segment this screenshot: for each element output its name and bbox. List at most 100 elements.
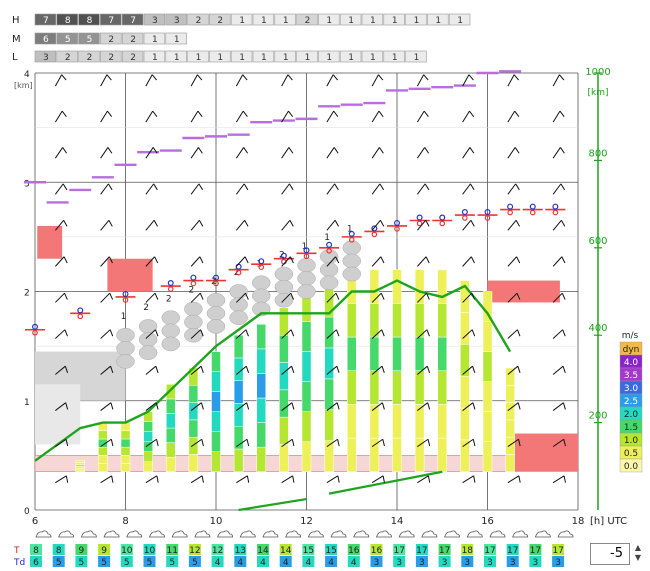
cloud-icon [353, 530, 370, 538]
thermal-column-segment [301, 321, 312, 352]
cumulus-cloud [342, 266, 361, 282]
legend-label: 4.0 [624, 358, 639, 368]
thermal-column-segment [392, 336, 402, 371]
value-cell [347, 556, 360, 567]
value-cell [347, 544, 360, 555]
wind-barb-flag [200, 329, 204, 337]
cumulus-cloud [297, 284, 316, 299]
wind-barb-flag [424, 183, 430, 191]
thermal-column-segment [460, 375, 470, 409]
ccl-dot [167, 280, 174, 287]
wind-barb-flag [381, 329, 385, 337]
wind-barb-flag [562, 329, 566, 337]
wind-barb [54, 256, 65, 267]
value-cell-text: 3 [374, 558, 380, 568]
value-cell-text: 12 [189, 546, 200, 556]
wind-barb-flag [516, 292, 521, 300]
spin-up-icon[interactable]: ▲ [634, 543, 642, 552]
legend-label: 2.0 [624, 410, 639, 420]
y-left-tick-label: 0 [24, 507, 30, 517]
cumulus-label: 1 [121, 312, 127, 322]
wind-barb [462, 438, 474, 448]
wind-barb-flag [288, 147, 294, 154]
value-cell [506, 544, 519, 555]
cumulus-label: 1 [347, 224, 353, 234]
ccl-dot [371, 225, 378, 232]
thermal-column-segment [75, 469, 85, 473]
thermal-column-segment [256, 348, 266, 374]
cloud-cell [165, 50, 187, 63]
legend-title: m/s [622, 331, 639, 341]
wind-barb [552, 147, 561, 159]
wind-barb-flag [423, 74, 429, 81]
wind-barb [190, 219, 200, 231]
wind-barb-flag [155, 366, 159, 373]
value-cell-text: 6 [33, 558, 39, 568]
value-cell-text: 5 [169, 558, 175, 568]
y-left-unit: [km] [14, 81, 33, 90]
surface-line [238, 497, 307, 512]
cloud-cell-value: 1 [392, 53, 398, 63]
value-cell-text: 3 [442, 558, 448, 568]
cloud-cell-value: 1 [239, 53, 245, 63]
cloud-cell-value: 1 [196, 53, 202, 63]
wind-barb [552, 292, 563, 303]
wind-barb-flag [152, 147, 158, 154]
wind-barb-flag [427, 402, 431, 410]
cloud-cell-value: 5 [87, 35, 93, 45]
wind-barb [190, 183, 200, 195]
wind-barb [190, 475, 203, 484]
legend-label: 0.0 [624, 462, 639, 472]
value-cell [302, 556, 315, 567]
wind-barb [190, 438, 203, 448]
wind-barb-flag [201, 439, 204, 447]
ccl-dot [507, 209, 513, 216]
wind-barb [507, 110, 516, 123]
wind-barb-flag [562, 366, 566, 373]
thermal-column-segment [347, 336, 357, 371]
thermal-column-segment [279, 362, 289, 391]
value-cell-text: 5 [124, 558, 130, 568]
thermal-column-segment [98, 455, 108, 464]
ccl-dot [167, 286, 174, 292]
wind-barb-flag [518, 439, 521, 447]
thermal-column-segment [437, 303, 447, 338]
wind-barb-flag [517, 402, 521, 410]
wind-barb [190, 292, 201, 303]
thermal-column-segment [256, 373, 266, 399]
utc-offset-spinner[interactable]: ▲ ▼ [632, 543, 644, 565]
cloud-cell-value: 1 [392, 16, 398, 26]
ccl-dot [552, 209, 559, 216]
thermal-column-segment [392, 404, 402, 439]
thermal-column-segment [75, 460, 85, 463]
thermal-column-segment [120, 422, 131, 432]
cumulus-label: 1 [324, 233, 330, 243]
wind-barb [235, 147, 245, 159]
wind-barb-flag [378, 74, 384, 81]
utc-offset-input[interactable]: -5 [590, 543, 630, 565]
wind-barb [552, 74, 560, 87]
wind-barb [235, 110, 244, 123]
wind-barb [416, 74, 425, 87]
cumulus-cloud [229, 310, 248, 325]
thermal-column-segment [166, 384, 176, 400]
wind-barb [326, 475, 339, 484]
ccl-dot [394, 219, 401, 226]
cloud-cell [56, 50, 78, 63]
cloud-cell [100, 50, 122, 63]
wind-barb [145, 74, 153, 87]
wind-barb [371, 475, 384, 484]
thermal-column-segment [233, 357, 244, 381]
wind-barb-flag [291, 439, 295, 447]
cloud-cell [100, 32, 122, 45]
cloud-cell-value: 1 [174, 35, 180, 45]
cumulus-cloud [184, 301, 203, 317]
thermal-column-segment [211, 391, 221, 412]
value-cell [75, 556, 88, 567]
wind-barb [371, 219, 381, 231]
wind-barb-flag [242, 110, 248, 117]
wind-barb-flag [110, 366, 114, 373]
cloud-cell [318, 50, 340, 63]
spin-down-icon[interactable]: ▼ [634, 553, 642, 562]
